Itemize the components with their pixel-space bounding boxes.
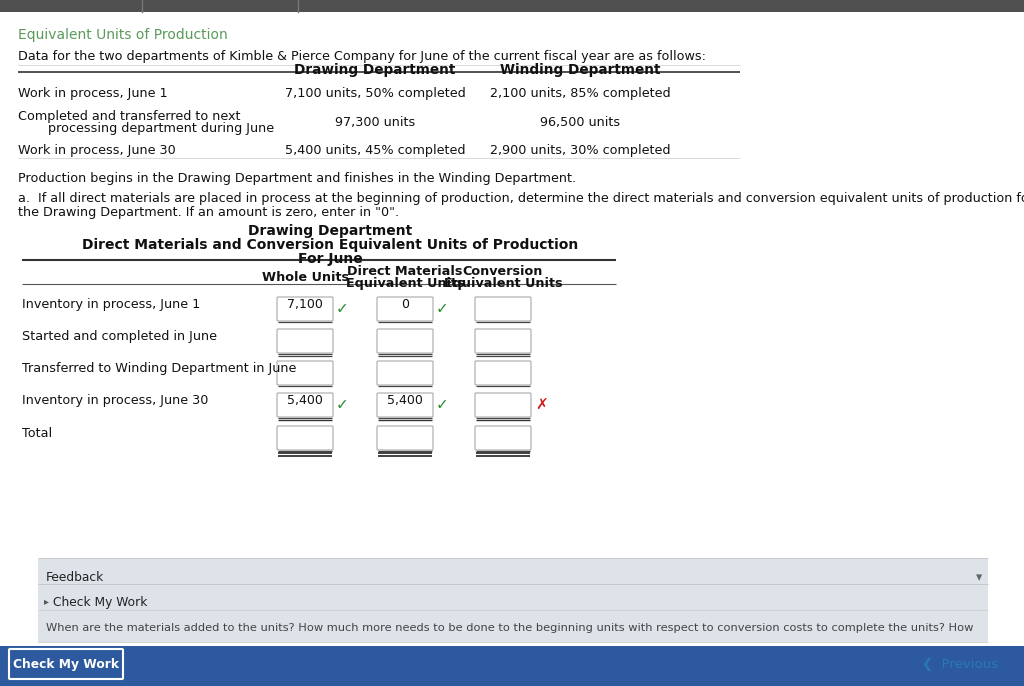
Text: When are the materials added to the units? How much more needs to be done to the: When are the materials added to the unit… [46,623,974,633]
Text: 7,100 units, 50% completed: 7,100 units, 50% completed [285,87,465,100]
FancyBboxPatch shape [278,329,333,353]
Text: Started and completed in June: Started and completed in June [22,330,217,343]
Text: ✓: ✓ [436,302,449,316]
FancyBboxPatch shape [278,361,333,385]
Bar [38,558,988,642]
Text: Work in process, June 30: Work in process, June 30 [18,144,176,157]
Text: Direct Materials and Conversion Equivalent Units of Production: Direct Materials and Conversion Equivale… [82,238,579,252]
Text: ▾: ▾ [976,571,982,584]
Text: 0: 0 [401,298,409,311]
Text: Drawing Department: Drawing Department [248,224,412,238]
Text: ❮  Previous: ❮ Previous [922,658,998,671]
FancyBboxPatch shape [377,329,433,353]
Text: Equivalent Units of Production: Equivalent Units of Production [18,28,227,42]
Text: 97,300 units: 97,300 units [335,116,415,129]
FancyBboxPatch shape [278,426,333,450]
FancyBboxPatch shape [475,393,531,417]
Text: Check My Work: Check My Work [13,658,119,671]
Text: Work in process, June 1: Work in process, June 1 [18,87,168,100]
Text: 96,500 units: 96,500 units [540,116,621,129]
Text: Completed and transferred to next: Completed and transferred to next [18,110,241,123]
FancyBboxPatch shape [475,297,531,321]
Text: Equivalent Units: Equivalent Units [443,277,562,290]
Text: a.  If all direct materials are placed in process at the beginning of production: a. If all direct materials are placed in… [18,192,1024,205]
FancyBboxPatch shape [377,361,433,385]
Text: processing department during June: processing department during June [36,122,274,135]
FancyBboxPatch shape [377,426,433,450]
Text: Inventory in process, June 1: Inventory in process, June 1 [22,298,201,311]
FancyBboxPatch shape [475,329,531,353]
Text: Conversion: Conversion [463,265,543,278]
Text: 5,400: 5,400 [287,394,323,407]
Text: Equivalent Units: Equivalent Units [346,277,464,290]
Text: 2,900 units, 30% completed: 2,900 units, 30% completed [489,144,671,157]
Text: Inventory in process, June 30: Inventory in process, June 30 [22,394,208,407]
FancyBboxPatch shape [278,297,333,321]
FancyBboxPatch shape [9,649,123,679]
Text: Direct Materials: Direct Materials [347,265,463,278]
Text: ✗: ✗ [535,397,548,412]
FancyBboxPatch shape [278,393,333,417]
Text: ▸: ▸ [44,596,49,606]
Text: Whole Units: Whole Units [261,271,348,284]
Bar [0,646,1024,686]
Text: Drawing Department: Drawing Department [294,63,456,77]
Text: For June: For June [298,252,362,266]
Text: 5,400: 5,400 [387,394,423,407]
Text: the Drawing Department. If an amount is zero, enter in "0".: the Drawing Department. If an amount is … [18,206,399,219]
Text: 2,100 units, 85% completed: 2,100 units, 85% completed [489,87,671,100]
FancyBboxPatch shape [377,393,433,417]
FancyBboxPatch shape [475,361,531,385]
Text: Production begins in the Drawing Department and finishes in the Winding Departme: Production begins in the Drawing Departm… [18,172,577,185]
Bar [0,0,1024,12]
FancyBboxPatch shape [377,297,433,321]
Text: Transferred to Winding Department in June: Transferred to Winding Department in Jun… [22,362,296,375]
Text: Feedback: Feedback [46,571,104,584]
FancyBboxPatch shape [475,426,531,450]
Text: Check My Work: Check My Work [53,596,147,609]
Text: ✓: ✓ [336,397,349,412]
Text: Winding Department: Winding Department [500,63,660,77]
Text: ✓: ✓ [436,397,449,412]
Text: ✓: ✓ [336,302,349,316]
Text: 5,400 units, 45% completed: 5,400 units, 45% completed [285,144,465,157]
Text: Data for the two departments of Kimble & Pierce Company for June of the current : Data for the two departments of Kimble &… [18,50,706,63]
Text: 7,100: 7,100 [287,298,323,311]
Text: Total: Total [22,427,52,440]
